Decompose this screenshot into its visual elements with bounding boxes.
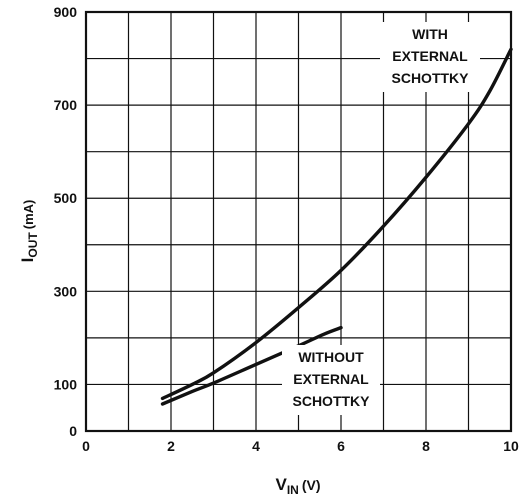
x-tick-label: 10 — [503, 438, 519, 454]
y-axis-label: IOUT(mA) — [18, 200, 40, 263]
grid — [86, 12, 511, 431]
annotation-without-schottky: WITHOUT EXTERNAL SCHOTTKY — [293, 349, 371, 409]
series-line-with-schottky — [160, 47, 513, 401]
annotation-line: EXTERNAL — [392, 48, 468, 64]
y-tick-label: 100 — [54, 376, 78, 392]
series-layer — [160, 47, 513, 406]
annotation-line: EXTERNAL — [293, 371, 369, 387]
annotation-line: WITH — [412, 26, 448, 42]
y-tick-label: 300 — [54, 283, 78, 299]
y-tick-label: 0 — [69, 423, 77, 439]
x-tick-label: 6 — [337, 438, 345, 454]
x-axis-label: VIN (V) — [275, 475, 320, 497]
annotation-with-schottky: WITH EXTERNAL SCHOTTKY — [392, 26, 470, 86]
annotation-background — [380, 22, 480, 92]
annotation-line: SCHOTTKY — [392, 70, 470, 86]
series-line-without-schottky — [160, 325, 343, 406]
x-tick-label: 4 — [252, 438, 260, 454]
y-tick-label: 500 — [54, 190, 78, 206]
y-tick-label: 700 — [54, 97, 78, 113]
y-tick-label: 900 — [54, 4, 78, 20]
annotation-line: WITHOUT — [298, 349, 364, 365]
x-tick-label: 2 — [167, 438, 175, 454]
plot-frame — [84, 10, 513, 433]
x-tick-label: 0 — [82, 438, 90, 454]
annotation-background — [282, 345, 380, 415]
x-tick-label: 8 — [422, 438, 430, 454]
annotation-line: SCHOTTKY — [293, 393, 371, 409]
annotations: WITH EXTERNAL SCHOTTKY WITHOUT EXTERNAL SCHOT… — [282, 22, 480, 415]
y-tick-labels: 0 100 300 500 700 900 — [54, 4, 78, 439]
x-tick-labels: 0 2 4 6 8 10 — [82, 438, 519, 454]
